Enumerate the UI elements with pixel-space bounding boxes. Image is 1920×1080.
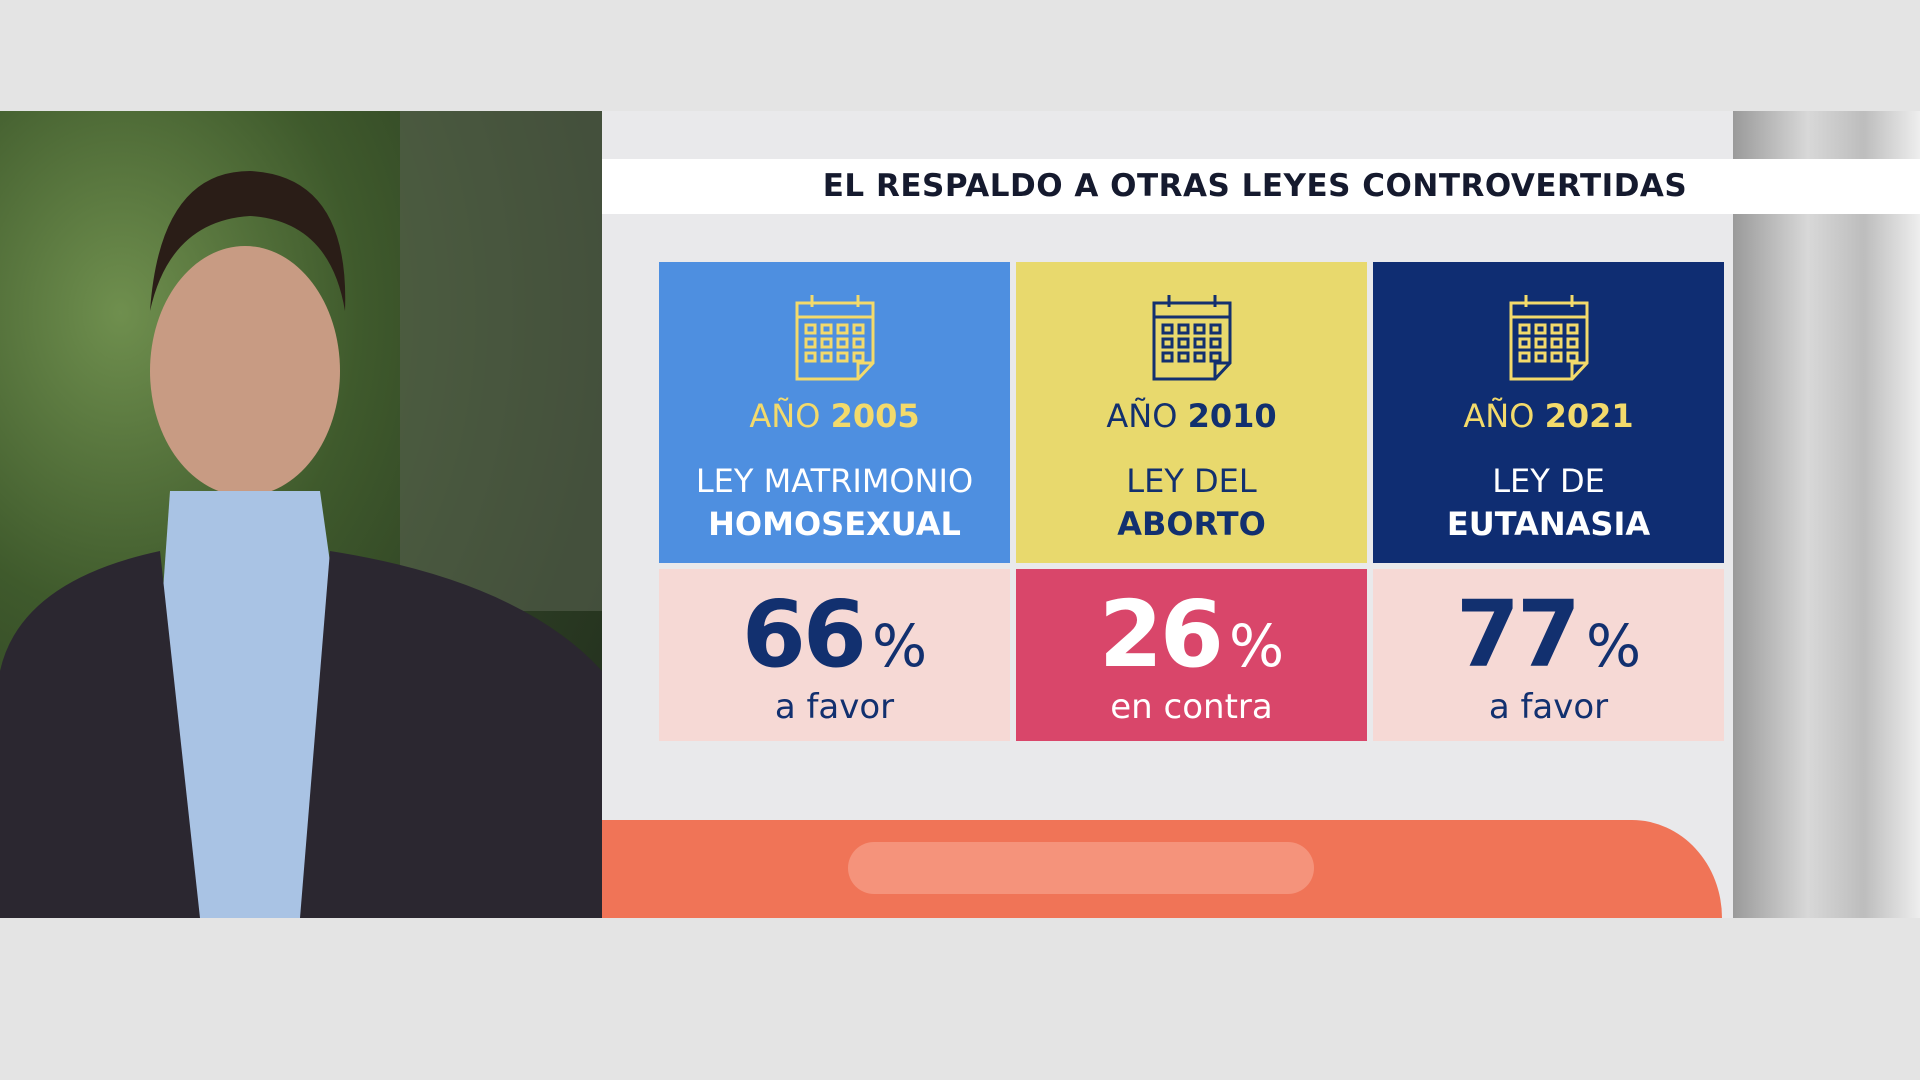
title: EL RESPALDO A OTRAS LEYES CONTROVERTIDAS: [822, 168, 1688, 204]
percent-value: 66: [741, 581, 867, 688]
stance: a favor: [1488, 687, 1609, 727]
year-value: 2005: [830, 397, 920, 435]
year-value: 2021: [1544, 397, 1634, 435]
law-name: LEY DE EUTANASIA: [1373, 460, 1724, 546]
calendar-icon: [795, 295, 875, 381]
percentage: 77%: [1373, 581, 1724, 688]
percent-sign: %: [871, 612, 928, 680]
video-feed: [0, 111, 602, 918]
percentage: 26%: [1016, 581, 1367, 688]
card: AÑO 2005 LEY MATRIMONIO HOMOSEXUAL 66% a fav…: [659, 262, 1010, 741]
calendar-icon: [1509, 295, 1589, 381]
year: AÑO 2005: [659, 397, 1010, 435]
stance: en contra: [1110, 687, 1273, 727]
year-value: 2010: [1187, 397, 1277, 435]
law-line-2: ABORTO: [1117, 505, 1266, 543]
calendar: [1506, 291, 1592, 387]
card-result: 26% en contra: [1016, 569, 1367, 741]
year-prefix: AÑO: [1463, 397, 1535, 435]
lower-third-pill: [848, 842, 1314, 894]
calendar: [792, 291, 878, 387]
percentage: 66%: [659, 581, 1010, 688]
law-line-1: LEY DEL: [1126, 462, 1257, 500]
law-line-2: EUTANASIA: [1446, 505, 1651, 543]
card: AÑO 2021 LEY DE EUTANASIA 77% a favor: [1373, 262, 1724, 741]
law-name: LEY MATRIMONIO HOMOSEXUAL: [659, 460, 1010, 546]
card-result: 66% a favor: [659, 569, 1010, 741]
card-header: AÑO 2010 LEY DEL ABORTO: [1016, 262, 1367, 563]
background-image: [1733, 111, 1920, 918]
law-name: LEY DEL ABORTO: [1016, 460, 1367, 546]
card-header: AÑO 2021 LEY DE EUTANASIA: [1373, 262, 1724, 563]
law-line-1: LEY MATRIMONIO: [695, 462, 974, 500]
calendar: [1149, 291, 1235, 387]
stance: a favor: [774, 687, 895, 727]
law-line-1: LEY DE: [1492, 462, 1605, 500]
percent-value: 77: [1455, 581, 1581, 688]
year: AÑO 2010: [1016, 397, 1367, 435]
percent-value: 26: [1098, 581, 1224, 688]
calendar-icon: [1152, 295, 1232, 381]
title-bar: [602, 159, 1920, 214]
year: AÑO 2021: [1373, 397, 1724, 435]
percent-sign: %: [1228, 612, 1285, 680]
card-result: 77% a favor: [1373, 569, 1724, 741]
law-line-2: HOMOSEXUAL: [708, 505, 961, 543]
year-prefix: AÑO: [1106, 397, 1178, 435]
card: AÑO 2010 LEY DEL ABORTO 26% en contra: [1016, 262, 1367, 741]
year-prefix: AÑO: [749, 397, 821, 435]
presenter: [0, 111, 602, 918]
card-header: AÑO 2005 LEY MATRIMONIO HOMOSEXUAL: [659, 262, 1010, 563]
percent-sign: %: [1585, 612, 1642, 680]
